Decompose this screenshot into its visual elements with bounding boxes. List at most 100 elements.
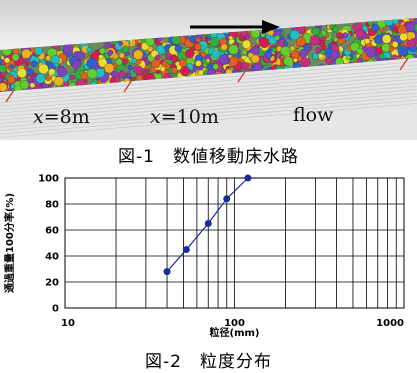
sediment-grain bbox=[180, 66, 191, 77]
floor-grid-line bbox=[0, 78, 417, 114]
sediment-grain bbox=[48, 68, 56, 76]
sediment-grain bbox=[355, 29, 365, 39]
grain-size-plot: 0 20 40 60 80 100 10 100 1000 粒径(mm) 通過重量100分率(… bbox=[3, 174, 405, 339]
sediment-grain bbox=[397, 45, 409, 57]
distance-mark bbox=[399, 57, 409, 71]
sediment-grain bbox=[236, 53, 241, 58]
sediment-grain bbox=[391, 41, 399, 48]
sediment-grain bbox=[289, 29, 300, 41]
sediment-grain bbox=[274, 35, 280, 41]
sediment-grain bbox=[320, 49, 326, 55]
sediment-grain bbox=[114, 76, 121, 83]
sediment-grain bbox=[35, 73, 46, 84]
sediment-grain bbox=[171, 67, 178, 74]
sediment-grain bbox=[115, 58, 123, 66]
floor-grid-line bbox=[0, 89, 417, 124]
sediment-grain bbox=[327, 42, 333, 48]
floor-grid-line bbox=[0, 75, 417, 110]
sediment-grain bbox=[118, 41, 123, 46]
sediment-grain bbox=[382, 34, 392, 44]
sediment-grain bbox=[311, 27, 321, 36]
sediment-grain bbox=[329, 24, 334, 29]
chart-grid bbox=[64, 177, 404, 309]
sediment-grain bbox=[194, 43, 202, 51]
sediment-grain bbox=[345, 55, 352, 61]
sediment-grain bbox=[144, 59, 150, 65]
sediment-grain bbox=[309, 35, 320, 46]
y-tick-label: 80 bbox=[45, 200, 59, 211]
sediment-grain bbox=[241, 61, 249, 70]
sediment-grain bbox=[99, 47, 106, 55]
y-tick-labels: 0 20 40 60 80 100 bbox=[38, 174, 59, 315]
sediment-grain bbox=[107, 49, 114, 56]
sediment-grain bbox=[174, 44, 183, 53]
sediment-grain bbox=[155, 69, 161, 75]
x-tick-label: 1000 bbox=[376, 318, 404, 329]
sediment-grain bbox=[247, 52, 254, 59]
floor-grid-line bbox=[0, 64, 417, 100]
sediment-grain bbox=[293, 57, 298, 63]
sediment-grain bbox=[118, 52, 125, 59]
sediment-grain bbox=[118, 70, 126, 78]
sediment-grain bbox=[54, 76, 64, 87]
label-x8: x=8m bbox=[33, 106, 90, 128]
sediment-grain bbox=[130, 71, 137, 78]
sediment-grain bbox=[0, 82, 8, 92]
sediment-grain bbox=[228, 44, 239, 55]
sediment-grain bbox=[289, 45, 296, 52]
sediment-grain bbox=[332, 26, 340, 34]
sediment-grain bbox=[365, 46, 377, 58]
floor-grid-line bbox=[0, 61, 417, 96]
sediment-grain bbox=[283, 56, 293, 66]
sediment-grain bbox=[38, 63, 49, 75]
sediment-grain bbox=[381, 43, 391, 53]
sediment-grain bbox=[264, 50, 273, 59]
y-tick-label: 100 bbox=[38, 174, 59, 185]
sediment-grain bbox=[379, 53, 385, 59]
sediment-grain bbox=[145, 68, 150, 74]
y-tick-label: 0 bbox=[52, 304, 59, 315]
sediment-grain bbox=[57, 66, 68, 77]
sediment-grain bbox=[318, 32, 324, 38]
sediment-grain bbox=[87, 68, 98, 79]
sediment-grain bbox=[71, 59, 82, 69]
x-tick-label: 100 bbox=[224, 318, 245, 329]
label-flow: flow bbox=[293, 104, 334, 126]
data-series bbox=[163, 174, 252, 276]
sediment-grain bbox=[312, 52, 319, 60]
floor-grid-line bbox=[0, 96, 417, 131]
sediment-grain bbox=[271, 47, 278, 53]
flume-floor-grid bbox=[0, 61, 417, 138]
data-point bbox=[244, 174, 252, 182]
sediment-grain bbox=[299, 48, 308, 58]
sediment-grain bbox=[399, 32, 408, 42]
figure2-caption: 図-2 粒度分布 bbox=[145, 352, 272, 372]
sediment-grain bbox=[86, 47, 92, 53]
sediment-grain bbox=[39, 58, 45, 64]
sediment-grain bbox=[98, 54, 104, 60]
sediment-grain bbox=[291, 50, 299, 59]
data-point bbox=[182, 246, 190, 253]
sediment-grain bbox=[178, 59, 187, 68]
sediment-grain bbox=[330, 50, 340, 60]
sediment-grain bbox=[282, 41, 289, 47]
floor-grid-line bbox=[0, 68, 417, 103]
x-axis-label: 粒径(mm) bbox=[210, 326, 260, 339]
sediment-grain bbox=[195, 60, 202, 67]
sediment-grain bbox=[205, 58, 211, 63]
floor-grid-line bbox=[0, 99, 417, 135]
sediment-grain bbox=[9, 64, 14, 69]
sediment-grain bbox=[189, 35, 197, 43]
sediment-grain bbox=[300, 57, 311, 68]
sediment-grain bbox=[34, 46, 43, 56]
sediment-grain bbox=[218, 54, 230, 65]
data-point bbox=[163, 268, 171, 276]
sediment-grain bbox=[220, 43, 228, 51]
flume-image bbox=[0, 0, 417, 140]
y-tick-label: 20 bbox=[45, 278, 59, 289]
y-tick-label: 40 bbox=[45, 252, 59, 263]
sediment-grain bbox=[405, 22, 416, 33]
sediment-grain bbox=[159, 66, 166, 72]
sediment-grain bbox=[104, 41, 112, 49]
sediment-grain bbox=[409, 18, 416, 22]
